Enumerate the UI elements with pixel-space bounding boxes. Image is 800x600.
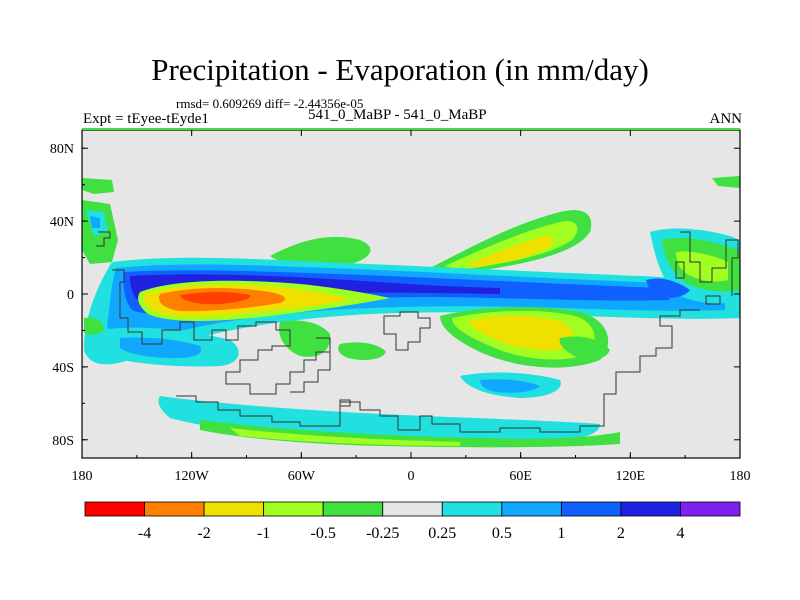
y-axis-labels: 80N 40N 0 40S 80S <box>50 142 74 449</box>
field-arctic-green-right <box>712 176 740 188</box>
experiment-label: Expt = tEyee-tEyde1 <box>83 111 209 127</box>
outline-south-america-east <box>290 352 331 393</box>
field-southern-ocean-lightgreen <box>230 428 460 446</box>
colorbar-label: 2 <box>617 525 625 542</box>
continent-outlines <box>96 231 739 433</box>
field-north-band-yellow <box>465 235 554 267</box>
x-tick-label: 60E <box>509 469 532 484</box>
x-tick-label: 180 <box>72 469 93 484</box>
field-layer <box>82 176 740 448</box>
outline-maritime-east <box>675 261 721 305</box>
x-tick-label: 60W <box>288 469 316 484</box>
stats-text: rmsd= 0.609269 diff= -2.44356e-05 <box>176 96 364 111</box>
colorbar-box <box>203 501 265 517</box>
y-axis-ticks <box>82 147 740 441</box>
y-tick-label: 80N <box>50 142 74 157</box>
case-label: 541_0_MaBP - 541_0_MaBP <box>308 107 487 123</box>
field-south-indian-blue <box>480 379 540 393</box>
colorbar-label: -1 <box>257 525 270 542</box>
field-southeast-green <box>559 336 610 360</box>
field-southwest-edge-green <box>84 317 104 335</box>
colorbar-box <box>560 501 622 517</box>
x-axis-labels: 180 120W 60W 0 60E 120E 180 <box>72 469 751 484</box>
field-dry-tongue-red <box>180 292 251 305</box>
y-tick-label: 40S <box>52 361 74 376</box>
colorbar-label: 0.5 <box>492 525 512 542</box>
field-north-band-lightgreen <box>445 221 578 270</box>
outline-eurasia-east <box>680 231 739 296</box>
y-tick-label: 80S <box>52 434 74 449</box>
colorbar-box <box>84 501 145 517</box>
colorbar-label: -0.5 <box>311 525 336 542</box>
field-east-edge-lightgreen <box>676 251 728 282</box>
outline-antarctica <box>176 309 700 433</box>
x-tick-label: 180 <box>730 469 751 484</box>
outline-americas <box>96 231 331 395</box>
x-tick-label: 120W <box>175 469 210 484</box>
colorbar-label: -4 <box>138 525 151 542</box>
field-south-dry-yellow <box>469 315 574 351</box>
field-arctic-green-left <box>82 178 114 194</box>
season-label: ANN <box>709 111 743 127</box>
colorbar-box <box>144 501 205 517</box>
field-north-band-west <box>270 236 371 267</box>
colorbar-label: -0.25 <box>366 525 399 542</box>
colorbar-box <box>501 501 562 517</box>
outline-antarctic-peninsula <box>339 399 351 407</box>
colorbar-label: 4 <box>676 525 684 542</box>
field-west-edge-blue <box>90 216 100 228</box>
colorbar-box <box>322 501 384 517</box>
field-east-edge-blue <box>646 278 690 298</box>
colorbar <box>84 501 741 517</box>
field-south-atlantic-green <box>338 342 386 360</box>
x-axis-ticks <box>81 130 741 458</box>
colorbar-labels: -4 -2 -1 -0.5 -0.25 0.25 0.5 1 2 4 <box>138 525 685 542</box>
colorbar-label: 0.25 <box>428 525 456 542</box>
chart-title: Precipitation - Evaporation (in mm/day) <box>151 52 649 87</box>
x-tick-label: 120E <box>616 469 646 484</box>
y-tick-label: 0 <box>67 288 74 303</box>
colorbar-box <box>382 501 443 517</box>
colorbar-box <box>263 501 324 517</box>
colorbar-label: 1 <box>557 525 565 542</box>
field-south-pacific-blue <box>120 337 202 358</box>
y-tick-label: 40N <box>50 215 74 230</box>
x-tick-label: 0 <box>408 469 415 484</box>
colorbar-box <box>441 501 503 517</box>
colorbar-label: -2 <box>197 525 210 542</box>
colorbar-box <box>680 501 741 517</box>
outline-africa <box>383 311 431 351</box>
field-south-pacific-green <box>279 320 331 357</box>
colorbar-box <box>620 501 681 517</box>
